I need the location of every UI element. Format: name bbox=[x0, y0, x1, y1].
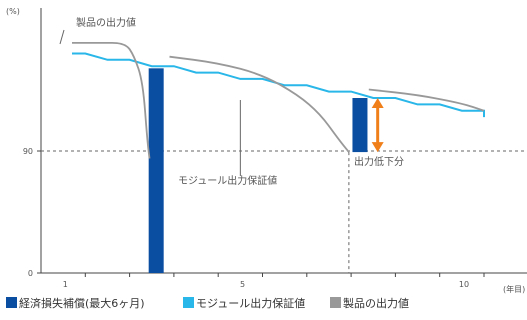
x-tick-label: 10 bbox=[459, 280, 469, 289]
compensation-bar bbox=[352, 98, 368, 153]
compensation-bar bbox=[148, 68, 164, 273]
legend-swatch-compensation bbox=[6, 297, 17, 308]
y-tick-label: 0 bbox=[28, 269, 33, 278]
plot-area bbox=[59, 29, 485, 273]
product-annotation: 製品の出力値 bbox=[76, 16, 136, 29]
x-tick-label: 1 bbox=[63, 280, 68, 289]
legend-swatch-product bbox=[330, 297, 341, 308]
product-leader-line bbox=[59, 29, 65, 45]
x-tick-label: 5 bbox=[240, 280, 245, 289]
x-unit-label: (年目) bbox=[503, 284, 525, 294]
legend-label-guarantee: モジュール出力保証値 bbox=[196, 296, 305, 310]
legend: 経済損失補償(最大6ヶ月) モジュール出力保証値 製品の出力値 bbox=[6, 296, 409, 310]
drop-annotation: 出力低下分 bbox=[354, 155, 404, 168]
axes: 0 90 1 5 10 bbox=[23, 8, 527, 289]
guarantee-step-line bbox=[72, 52, 485, 118]
drop-arrow-head-down bbox=[371, 142, 384, 153]
y-tick-label: 90 bbox=[23, 147, 33, 156]
legend-swatch-guarantee bbox=[183, 297, 194, 308]
legend-label-compensation: 経済損失補償(最大6ヶ月) bbox=[19, 296, 145, 310]
guarantee-annotation: モジュール出力保証値 bbox=[178, 174, 277, 187]
chart-labels: (%) (年目) 製品の出力値 モジュール出力保証値 出力低下分 bbox=[6, 7, 525, 294]
legend-label-product: 製品の出力値 bbox=[343, 296, 409, 310]
drop-arrow-head-up bbox=[371, 98, 384, 108]
product-output-curve bbox=[72, 41, 151, 159]
y-unit-label: (%) bbox=[6, 7, 20, 16]
product-output-curve bbox=[368, 88, 485, 112]
product-output-curve bbox=[169, 55, 350, 153]
